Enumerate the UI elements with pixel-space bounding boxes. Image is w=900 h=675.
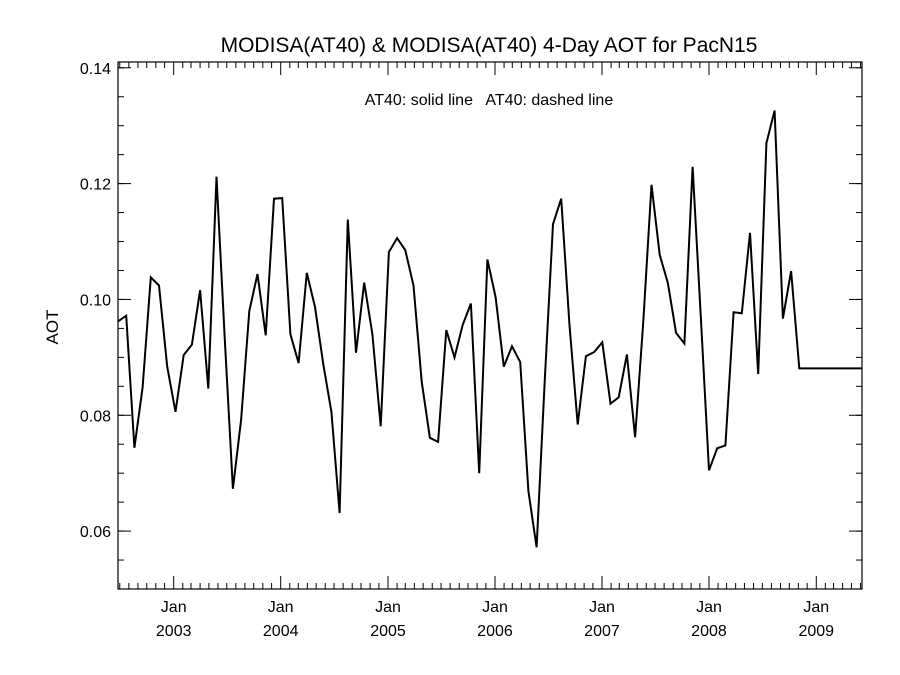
x-tick-label-year: 2005 xyxy=(370,623,406,640)
x-tick-label-year: 2007 xyxy=(584,623,620,640)
chart-title: MODISA(AT40) & MODISA(AT40) 4-Day AOT fo… xyxy=(221,34,758,57)
x-tick-label-year: 2006 xyxy=(477,623,513,640)
plot-frame xyxy=(117,61,863,590)
x-tick-label-year: 2004 xyxy=(263,623,299,640)
series-annotation: AT40: solid line AT40: dashed line xyxy=(365,92,614,109)
x-tick-label-month: Jan xyxy=(482,599,508,616)
x-tick-label-month: Jan xyxy=(161,599,187,616)
x-tick-label-month: Jan xyxy=(696,599,722,616)
y-axis-label: AOT xyxy=(43,310,62,345)
x-tick-label-month: Jan xyxy=(375,599,401,616)
x-axis: Jan 2003 Jan 2004 Jan 2005 Jan 2006 Jan 2007 Jan 20… xyxy=(119,62,862,640)
x-tick-label-year: 2003 xyxy=(156,623,192,640)
series-line xyxy=(117,110,862,548)
y-tick-label: 0.12 xyxy=(80,177,111,194)
series-layer xyxy=(117,110,862,548)
x-tick-label-year: 2008 xyxy=(691,623,727,640)
y-axis: 0.06 0.08 0.10 0.12 0.14 xyxy=(80,61,862,590)
x-tick-label-year: 2009 xyxy=(798,623,834,640)
y-tick-label: 0.14 xyxy=(80,61,111,78)
y-tick-label: 0.10 xyxy=(80,292,111,309)
x-tick-label-month: Jan xyxy=(589,599,615,616)
x-tick-label-month: Jan xyxy=(268,599,294,616)
y-tick-label: 0.08 xyxy=(80,408,111,425)
y-tick-label: 0.06 xyxy=(80,524,111,541)
x-tick-label-month: Jan xyxy=(803,599,829,616)
